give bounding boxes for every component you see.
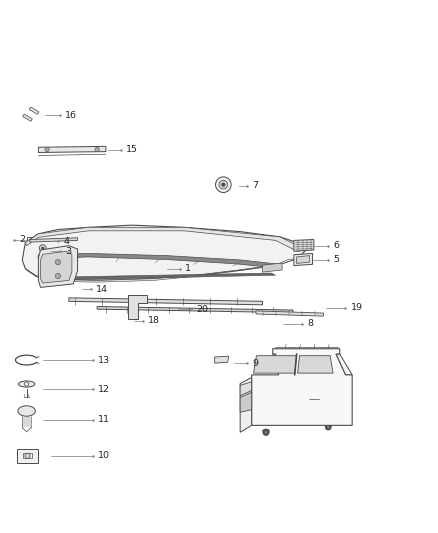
Polygon shape: [240, 392, 252, 413]
Circle shape: [25, 453, 30, 458]
Polygon shape: [39, 246, 78, 287]
Text: 4: 4: [63, 237, 69, 246]
Circle shape: [55, 273, 60, 279]
Text: 11: 11: [98, 415, 110, 424]
Text: 19: 19: [350, 303, 362, 312]
Circle shape: [42, 247, 44, 249]
Bar: [17, 449, 39, 463]
Polygon shape: [215, 356, 229, 363]
Polygon shape: [39, 147, 106, 152]
Polygon shape: [25, 259, 297, 282]
Text: 10: 10: [98, 451, 110, 461]
Polygon shape: [297, 356, 333, 373]
Text: 2: 2: [19, 235, 25, 244]
Ellipse shape: [18, 381, 35, 387]
Polygon shape: [25, 228, 306, 251]
Text: 8: 8: [307, 319, 313, 328]
Text: 14: 14: [96, 285, 108, 294]
Polygon shape: [22, 225, 306, 280]
Text: 9: 9: [253, 359, 258, 368]
Text: 1: 1: [185, 264, 191, 273]
Polygon shape: [297, 256, 310, 263]
Polygon shape: [97, 306, 293, 313]
Text: 7: 7: [253, 181, 258, 190]
Polygon shape: [294, 239, 314, 251]
Polygon shape: [29, 107, 39, 114]
Text: 18: 18: [148, 317, 160, 326]
Polygon shape: [276, 354, 346, 375]
Polygon shape: [294, 254, 313, 265]
Polygon shape: [273, 354, 352, 375]
Polygon shape: [127, 295, 147, 319]
Circle shape: [39, 245, 46, 252]
Polygon shape: [254, 356, 297, 373]
Text: 5: 5: [333, 255, 339, 264]
Circle shape: [222, 183, 225, 187]
Circle shape: [215, 177, 231, 192]
Text: 16: 16: [65, 110, 78, 119]
Polygon shape: [252, 349, 352, 425]
Text: 13: 13: [98, 356, 110, 365]
Polygon shape: [240, 382, 252, 396]
Circle shape: [45, 147, 49, 151]
Polygon shape: [256, 311, 323, 316]
Polygon shape: [262, 263, 282, 272]
Polygon shape: [39, 266, 58, 275]
Circle shape: [219, 180, 228, 189]
Polygon shape: [30, 238, 78, 242]
Bar: [23, 453, 32, 458]
Circle shape: [265, 431, 268, 434]
Circle shape: [263, 429, 269, 435]
Circle shape: [325, 424, 331, 430]
Text: 20: 20: [196, 305, 208, 313]
Circle shape: [95, 147, 99, 151]
Circle shape: [55, 260, 60, 265]
Text: 6: 6: [333, 241, 339, 250]
Polygon shape: [240, 377, 252, 432]
Text: 12: 12: [98, 385, 110, 394]
Polygon shape: [39, 254, 280, 268]
Polygon shape: [69, 298, 262, 305]
Text: 3: 3: [65, 247, 71, 256]
Text: 15: 15: [126, 146, 138, 155]
Circle shape: [327, 426, 330, 429]
Ellipse shape: [18, 406, 35, 416]
Polygon shape: [41, 251, 72, 283]
Polygon shape: [45, 273, 276, 280]
Polygon shape: [23, 114, 32, 122]
